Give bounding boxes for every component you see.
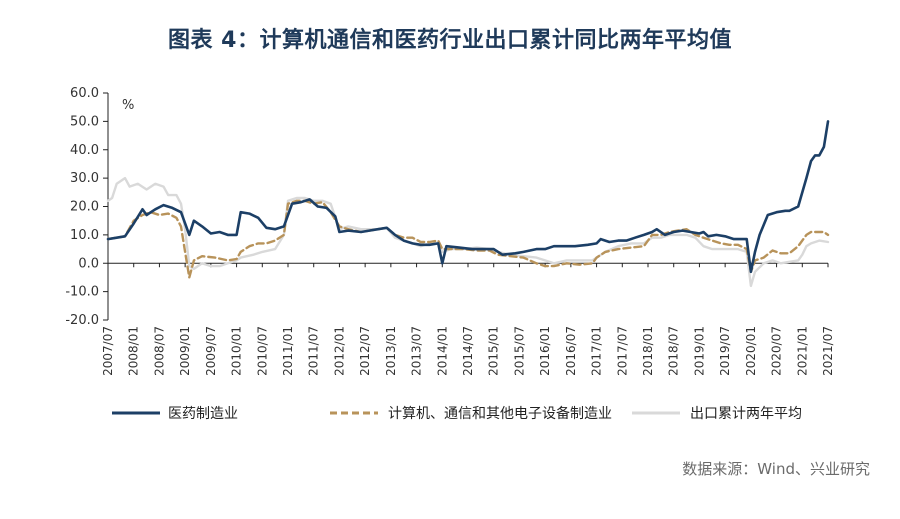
- legend-label-1: 医药制造业: [168, 406, 238, 422]
- y-tick-label: 60.0: [70, 86, 99, 101]
- x-tick-label: 2021/01: [795, 326, 809, 376]
- x-tick-label: 2012/07: [358, 326, 372, 376]
- y-tick-label: 30.0: [70, 171, 99, 186]
- x-tick-label: 2017/07: [615, 326, 629, 376]
- data-source: 数据来源：Wind、兴业研究: [682, 460, 870, 478]
- x-tick-label: 2008/07: [152, 326, 166, 376]
- x-tick-label: 2007/07: [101, 326, 115, 376]
- x-tick-label: 2008/01: [127, 326, 141, 376]
- x-tick-label: 2020/07: [770, 326, 784, 376]
- x-tick-label: 2015/07: [512, 326, 526, 376]
- y-tick-label: 10.0: [70, 228, 99, 243]
- chart-title: 图表 4：计算机通信和医药行业出口累计同比两年平均值: [168, 28, 732, 53]
- legend-label-3: 出口累计两年平均: [690, 406, 802, 422]
- y-tick-label: 20.0: [70, 200, 99, 215]
- x-tick-label: 2018/01: [641, 326, 655, 376]
- x-tick-label: 2021/07: [821, 326, 835, 376]
- x-tick-label: 2013/01: [384, 326, 398, 376]
- y-tick-label: 50.0: [70, 114, 99, 129]
- x-tick-label: 2012/01: [332, 326, 346, 376]
- x-tick-label: 2020/01: [744, 326, 758, 376]
- axes: -20.0 -10.0 0.0 10.0 20.0 30.0 40.0 50.0 60.0% 20…: [65, 86, 835, 376]
- x-tick-label: 2010/01: [230, 326, 244, 376]
- x-tick-label: 2015/01: [487, 326, 501, 376]
- x-tick-label: 2019/07: [718, 326, 732, 376]
- x-tick-label: 2017/01: [590, 326, 604, 376]
- y-tick-label: -20.0: [65, 313, 99, 328]
- x-tick-label: 2009/01: [178, 326, 192, 376]
- x-tick-label: 2011/07: [307, 326, 321, 376]
- x-tick-label: 2011/01: [281, 326, 295, 376]
- x-tick-label: 2019/01: [692, 326, 706, 376]
- x-tick-label: 2014/07: [461, 326, 475, 376]
- series-line-1: [106, 120, 830, 274]
- x-tick-label: 2009/07: [204, 326, 218, 376]
- legend-label-2: 计算机、通信和其他电子设备制造业: [388, 405, 612, 422]
- y-axis-unit: %: [122, 98, 134, 113]
- x-tick-label: 2016/07: [564, 326, 578, 376]
- x-tick-label: 2014/01: [435, 326, 449, 376]
- legend: 医药制造业 计算机、通信和其他电子设备制造业 出口累计两年平均: [112, 405, 802, 422]
- x-tick-label: 2010/07: [255, 326, 269, 376]
- x-tick-label: 2016/01: [538, 326, 552, 376]
- y-tick-label: 40.0: [70, 143, 99, 158]
- x-tick-label: 2013/07: [410, 326, 424, 376]
- series-lines: [106, 120, 830, 288]
- y-tick-label: 0.0: [78, 256, 99, 271]
- y-tick-label: -10.0: [65, 285, 99, 300]
- x-tick-label: 2018/07: [667, 326, 681, 376]
